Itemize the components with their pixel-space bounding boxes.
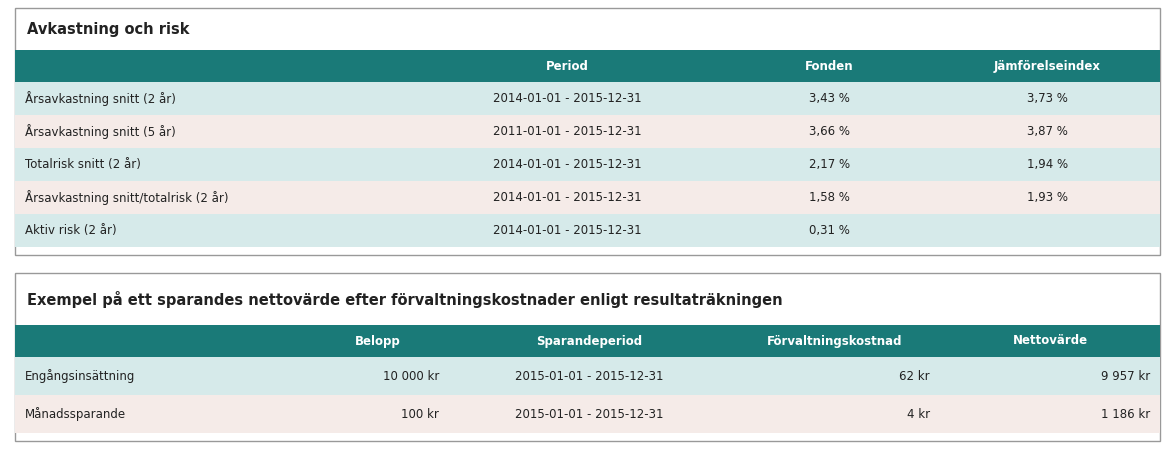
- Text: 2014-01-01 - 2015-12-31: 2014-01-01 - 2015-12-31: [492, 224, 642, 237]
- Text: Förvaltningskostnad: Förvaltningskostnad: [767, 334, 902, 347]
- Text: Avkastning och risk: Avkastning och risk: [27, 21, 189, 36]
- Bar: [935, 50, 1160, 82]
- Text: Nettovärde: Nettovärde: [1013, 334, 1088, 347]
- Bar: [15, 148, 1160, 181]
- Text: 1,58 %: 1,58 %: [810, 191, 850, 204]
- Bar: [940, 325, 1160, 357]
- Text: Totalrisk snitt (2 år): Totalrisk snitt (2 år): [25, 158, 141, 171]
- Bar: [15, 8, 1160, 255]
- Text: Årsavkastning snitt/totalrisk (2 år): Årsavkastning snitt/totalrisk (2 år): [25, 190, 228, 205]
- Text: Årsavkastning snitt (2 år): Årsavkastning snitt (2 år): [25, 91, 176, 106]
- Text: 2015-01-01 - 2015-12-31: 2015-01-01 - 2015-12-31: [515, 370, 663, 383]
- Bar: [449, 325, 728, 357]
- Bar: [15, 82, 1160, 115]
- Text: Sparandeperiod: Sparandeperiod: [536, 334, 642, 347]
- Bar: [15, 273, 1160, 441]
- Text: Fonden: Fonden: [805, 60, 854, 73]
- Text: Engångsinsättning: Engångsinsättning: [25, 369, 135, 383]
- Text: 10 000 kr: 10 000 kr: [383, 370, 439, 383]
- Text: 3,87 %: 3,87 %: [1027, 125, 1068, 138]
- Text: 2014-01-01 - 2015-12-31: 2014-01-01 - 2015-12-31: [492, 92, 642, 105]
- Bar: [306, 325, 449, 357]
- Text: 1 186 kr: 1 186 kr: [1101, 407, 1150, 420]
- Text: 3,73 %: 3,73 %: [1027, 92, 1068, 105]
- Bar: [15, 395, 1160, 433]
- Bar: [15, 115, 1160, 148]
- Bar: [410, 50, 724, 82]
- Text: Månadssparande: Månadssparande: [25, 407, 126, 421]
- Text: Aktiv risk (2 år): Aktiv risk (2 år): [25, 224, 116, 237]
- Text: 0,31 %: 0,31 %: [810, 224, 850, 237]
- Bar: [15, 325, 306, 357]
- Text: Period: Period: [545, 60, 589, 73]
- Text: Jämförelseindex: Jämförelseindex: [994, 60, 1101, 73]
- Text: Årsavkastning snitt (5 år): Årsavkastning snitt (5 år): [25, 124, 176, 139]
- Text: 9 957 kr: 9 957 kr: [1101, 370, 1150, 383]
- Bar: [724, 50, 935, 82]
- Text: 100 kr: 100 kr: [401, 407, 439, 420]
- Bar: [15, 50, 410, 82]
- Text: 62 kr: 62 kr: [899, 370, 929, 383]
- Text: Exempel på ett sparandes nettovärde efter förvaltningskostnader enligt resultatr: Exempel på ett sparandes nettovärde efte…: [27, 291, 783, 307]
- Text: 2,17 %: 2,17 %: [808, 158, 850, 171]
- Text: 3,43 %: 3,43 %: [810, 92, 850, 105]
- Text: 2011-01-01 - 2015-12-31: 2011-01-01 - 2015-12-31: [492, 125, 642, 138]
- Text: Belopp: Belopp: [355, 334, 401, 347]
- Bar: [15, 214, 1160, 247]
- Text: 1,93 %: 1,93 %: [1027, 191, 1068, 204]
- Bar: [15, 357, 1160, 395]
- Text: 2014-01-01 - 2015-12-31: 2014-01-01 - 2015-12-31: [492, 158, 642, 171]
- Text: 3,66 %: 3,66 %: [810, 125, 850, 138]
- Bar: [728, 325, 940, 357]
- Text: 4 kr: 4 kr: [907, 407, 929, 420]
- Bar: [15, 181, 1160, 214]
- Text: 2014-01-01 - 2015-12-31: 2014-01-01 - 2015-12-31: [492, 191, 642, 204]
- Text: 2015-01-01 - 2015-12-31: 2015-01-01 - 2015-12-31: [515, 407, 663, 420]
- Text: 1,94 %: 1,94 %: [1027, 158, 1068, 171]
